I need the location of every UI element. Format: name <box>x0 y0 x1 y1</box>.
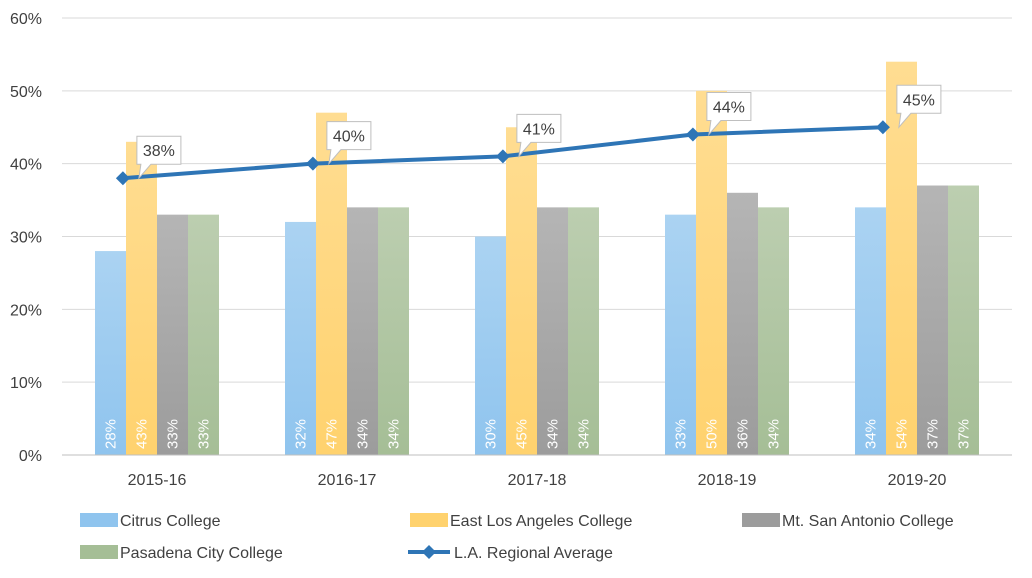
bar-data-label: 33% <box>165 419 182 449</box>
x-tick-label: 2018-19 <box>698 472 757 489</box>
legend-item-pasadena-city-college: Pasadena City College <box>80 545 283 562</box>
line-data-label: 40% <box>333 129 365 146</box>
line-marker <box>495 149 510 164</box>
callout-box <box>326 121 372 166</box>
bar-pasadena-city-college <box>948 185 979 455</box>
x-tick-label: 2016-17 <box>318 472 377 489</box>
bar-east-los-angeles-college <box>886 61 917 455</box>
line-data-label: 41% <box>523 121 555 138</box>
bar-data-label: 37% <box>925 419 942 449</box>
legend-item-citrus-college: Citrus College <box>80 513 221 530</box>
y-tick-label: 40% <box>10 157 42 174</box>
legend: Citrus College East Los Angeles College Mt… <box>80 513 954 562</box>
bar-data-label: 32% <box>293 419 310 449</box>
legend-marker <box>422 545 436 559</box>
bar-data-label: 28% <box>103 419 120 449</box>
bar-citrus-college <box>285 221 316 455</box>
bar-data-label: 34% <box>576 419 593 449</box>
x-tick-label: 2017-18 <box>508 472 567 489</box>
bar-data-label: 33% <box>196 419 213 449</box>
bar-pasadena-city-college <box>188 214 219 455</box>
bar-pasadena-city-college <box>758 207 789 455</box>
bar-mt-san-antonio-college <box>917 185 948 455</box>
line-marker <box>305 156 320 171</box>
bar-data-label: 33% <box>673 419 690 449</box>
bar-east-los-angeles-college <box>316 112 347 455</box>
bar-citrus-college <box>665 214 696 455</box>
legend-item-east-los-angeles-college: East Los Angeles College <box>410 513 632 530</box>
bar-pasadena-city-college <box>378 207 409 455</box>
bar-data-label: 34% <box>766 419 783 449</box>
bar-east-los-angeles-college <box>126 141 157 456</box>
bar-data-label: 43% <box>134 419 151 449</box>
bar-mt-san-antonio-college <box>157 214 188 455</box>
line-data-label: 45% <box>903 92 935 109</box>
line-data-label: 38% <box>143 143 175 160</box>
y-tick-label: 50% <box>10 84 42 101</box>
bar-mt-san-antonio-college <box>347 207 378 455</box>
bar-citrus-college <box>475 236 506 455</box>
legend-swatch <box>80 513 118 527</box>
bar-data-label: 37% <box>956 419 973 449</box>
x-tick-label: 2015-16 <box>128 472 187 489</box>
callout-box <box>516 113 562 159</box>
y-axis: 0% 10% 20% 30% 40% 50% 60% <box>10 11 42 465</box>
legend-label: Pasadena City College <box>120 545 283 562</box>
bar-east-los-angeles-college <box>696 90 727 455</box>
bar-data-label: 50% <box>704 419 721 449</box>
bar-data-label: 54% <box>894 419 911 449</box>
legend-item-mt-san-antonio-college: Mt. San Antonio College <box>742 513 954 530</box>
legend-swatch <box>410 513 448 527</box>
bar-data-label: 34% <box>386 419 403 449</box>
line-marker <box>685 127 700 142</box>
legend-item-l-a-regional-average: L.A. Regional Average <box>408 545 613 562</box>
regional-average-line <box>115 120 890 186</box>
line-marker <box>875 120 890 135</box>
bar-citrus-college <box>855 207 886 455</box>
legend-swatch <box>80 545 118 559</box>
x-tick-label: 2019-20 <box>888 472 947 489</box>
line-data-label: 44% <box>713 100 745 117</box>
bar-mt-san-antonio-college <box>727 192 758 456</box>
bar-data-label: 36% <box>735 419 752 449</box>
bar-data-label: 34% <box>545 419 562 449</box>
bar-east-los-angeles-college <box>506 127 537 455</box>
bar-pasadena-city-college <box>568 207 599 455</box>
bar-citrus-college <box>95 251 126 455</box>
bar-data-label: 34% <box>355 419 372 449</box>
y-tick-label: 0% <box>19 448 42 465</box>
x-axis: 2015-16 2016-17 2017-18 2018-19 2019-20 <box>62 454 1012 489</box>
callout-box <box>136 135 182 180</box>
y-tick-label: 30% <box>10 230 42 247</box>
y-tick-label: 10% <box>10 375 42 392</box>
bars <box>95 61 979 456</box>
callout-box <box>706 92 752 137</box>
bar-data-label: 47% <box>324 419 341 449</box>
callout-box <box>896 84 942 129</box>
bar-data-label: 34% <box>863 419 880 449</box>
bar-data-label: 30% <box>483 419 500 449</box>
legend-label: Citrus College <box>120 513 221 530</box>
bar-data-label: 45% <box>514 419 531 449</box>
legend-label: Mt. San Antonio College <box>782 513 954 530</box>
line-marker <box>115 171 130 186</box>
legend-swatch <box>742 513 780 527</box>
legend-label: East Los Angeles College <box>450 513 632 530</box>
y-tick-label: 20% <box>10 302 42 319</box>
y-tick-label: 60% <box>10 11 42 28</box>
line-callouts: 38% 40% 41% 44% 45% <box>136 84 942 180</box>
bar-mt-san-antonio-college <box>537 207 568 455</box>
bar-labels: 28% 43% 33% 33% 32% 47% 34% 34% 30% 45% 34% 34% 33% 5… <box>103 419 973 449</box>
legend-label: L.A. Regional Average <box>454 545 613 562</box>
